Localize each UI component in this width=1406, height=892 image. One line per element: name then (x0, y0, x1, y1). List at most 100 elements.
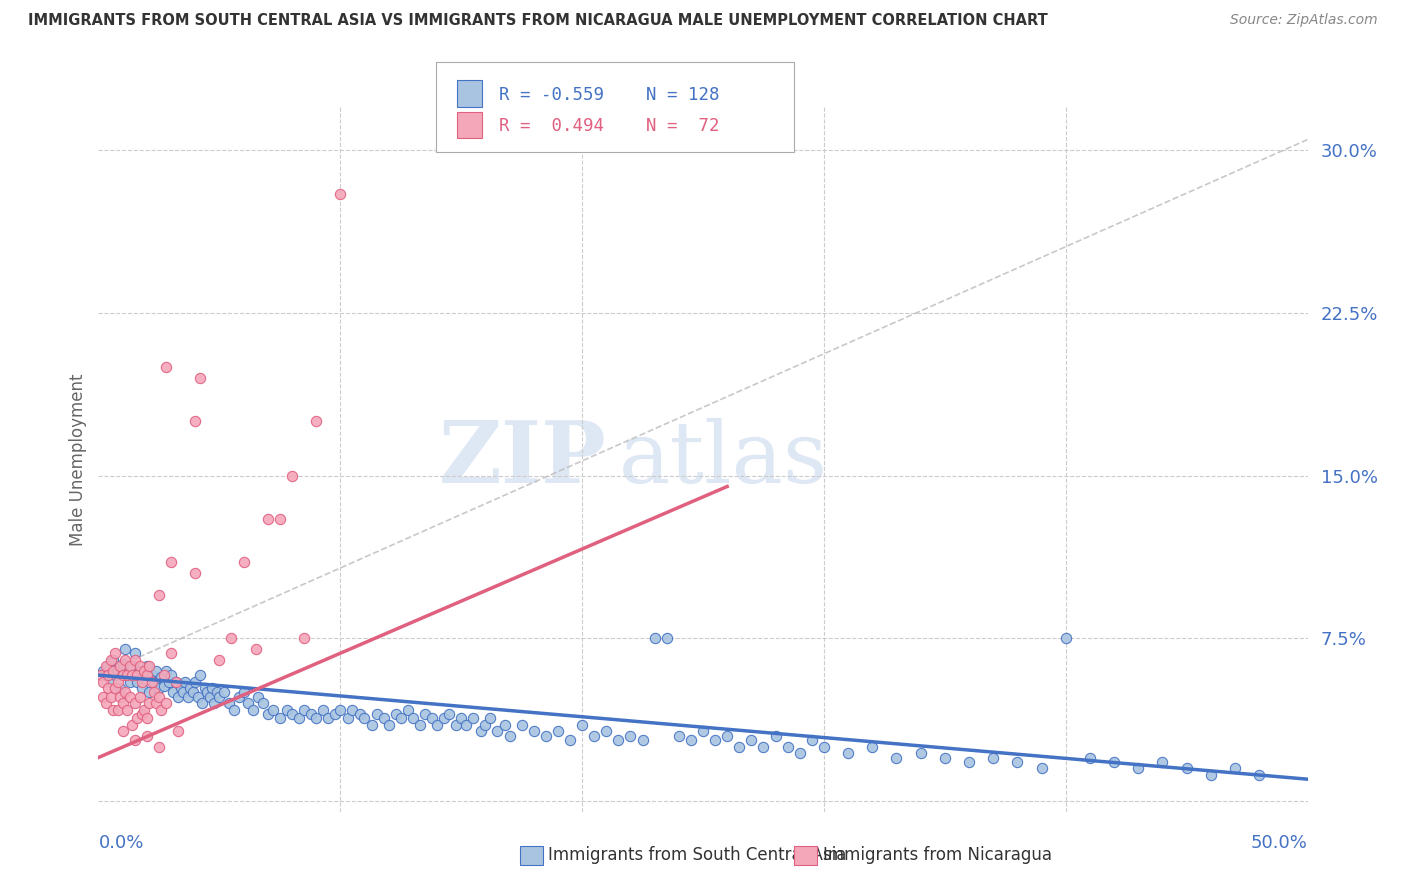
Point (108, 659, 131, 673)
Point (167, 690, 190, 704)
Y-axis label: Male Unemployment: Male Unemployment (69, 373, 87, 546)
Point (194, 681, 217, 695)
Point (97, 659, 120, 673)
Point (134, 664, 156, 678)
Point (1223, 761, 1246, 775)
Point (138, 659, 160, 673)
Text: atlas: atlas (619, 417, 828, 501)
Text: IMMIGRANTS FROM SOUTH CENTRAL ASIA VS IMMIGRANTS FROM NICARAGUA MALE UNEMPLOYMEN: IMMIGRANTS FROM SOUTH CENTRAL ASIA VS IM… (28, 13, 1047, 29)
Point (90, 668, 112, 682)
Point (198, 690, 221, 704)
Point (740, 733, 762, 747)
Point (228, 690, 250, 704)
Point (242, 703, 264, 717)
Point (342, 703, 364, 717)
Point (145, 696, 167, 710)
Point (135, 668, 157, 682)
Text: R =  0.494    N =  72: R = 0.494 N = 72 (499, 117, 720, 135)
Point (1152, 755, 1174, 769)
Point (138, 685, 160, 699)
Point (498, 729, 520, 743)
Point (292, 703, 315, 717)
Point (208, 690, 231, 704)
Point (281, 707, 304, 722)
Point (205, 685, 228, 699)
Point (148, 690, 170, 704)
Point (668, 729, 690, 743)
Point (124, 733, 146, 747)
Point (118, 659, 141, 673)
Point (1102, 755, 1125, 769)
Point (450, 711, 472, 725)
Point (165, 674, 187, 689)
Point (558, 733, 581, 747)
Point (124, 653, 146, 667)
Point (138, 696, 160, 710)
Point (305, 711, 328, 725)
Point (131, 674, 153, 689)
Point (111, 724, 134, 739)
Point (181, 685, 204, 699)
Point (269, 512, 291, 526)
Point (128, 690, 150, 704)
Point (396, 703, 419, 717)
Point (124, 696, 146, 710)
Point (413, 707, 436, 722)
Point (728, 739, 751, 754)
Point (409, 718, 432, 732)
Point (222, 703, 245, 717)
Point (247, 690, 270, 704)
Point (107, 703, 129, 717)
Point (886, 750, 908, 764)
Text: Source: ZipAtlas.com: Source: ZipAtlas.com (1230, 13, 1378, 28)
Point (269, 711, 291, 725)
Point (316, 711, 339, 725)
Point (121, 718, 143, 732)
Point (134, 703, 156, 717)
Point (433, 711, 456, 725)
Point (174, 674, 197, 689)
Point (162, 685, 184, 699)
Point (776, 739, 799, 754)
Point (128, 659, 150, 673)
Point (353, 711, 375, 725)
Point (510, 718, 533, 732)
Point (619, 729, 641, 743)
Point (474, 718, 496, 732)
Point (752, 739, 775, 754)
Point (91, 664, 114, 678)
Text: 0.0%: 0.0% (98, 834, 143, 852)
Point (523, 724, 546, 739)
Point (188, 371, 211, 385)
Point (679, 733, 702, 747)
Point (212, 685, 235, 699)
Point (94, 659, 117, 673)
Point (141, 668, 163, 682)
Point (148, 739, 170, 754)
Point (111, 696, 134, 710)
Point (479, 711, 502, 725)
Point (256, 512, 278, 526)
Point (91, 674, 114, 689)
Point (349, 707, 371, 722)
Point (571, 718, 593, 732)
Point (389, 711, 412, 725)
Point (127, 668, 149, 682)
Point (1031, 761, 1053, 775)
Point (101, 653, 124, 667)
Point (437, 707, 460, 722)
Point (128, 664, 150, 678)
Point (172, 685, 194, 699)
Point (167, 724, 190, 739)
Point (860, 739, 883, 754)
Point (446, 718, 468, 732)
Point (121, 668, 143, 682)
Point (114, 642, 136, 657)
Point (583, 729, 606, 743)
Point (837, 746, 859, 760)
Point (256, 707, 278, 722)
Point (155, 360, 177, 375)
Point (329, 703, 352, 717)
Point (655, 632, 678, 646)
Point (135, 711, 157, 725)
